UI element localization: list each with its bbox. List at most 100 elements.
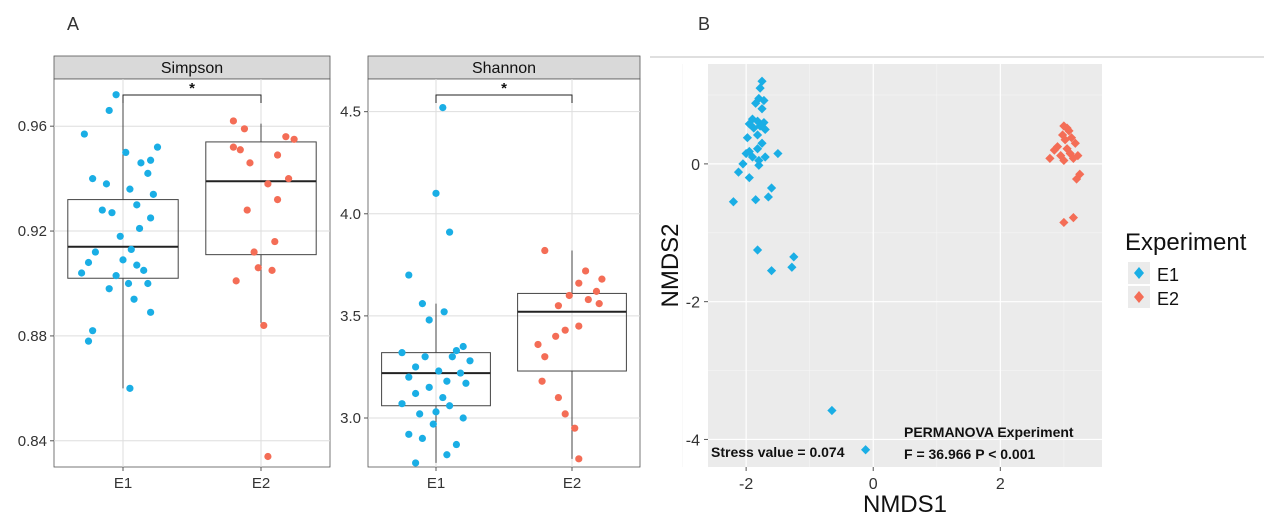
data-point-E1 <box>766 183 777 193</box>
legend: Experiment E1 E2 <box>1125 229 1247 309</box>
data-point-E2 <box>268 266 276 274</box>
data-point-E1 <box>126 185 134 193</box>
data-point-E1 <box>456 369 465 377</box>
data-point-E1 <box>102 180 111 188</box>
data-point-E1 <box>443 377 451 385</box>
data-point-E1 <box>757 138 767 148</box>
data-point-E2 <box>595 300 603 308</box>
data-point-E2 <box>1065 148 1075 159</box>
data-point-E2 <box>575 279 583 287</box>
data-point-E2 <box>1064 126 1074 136</box>
data-point-E1 <box>747 152 758 162</box>
data-point-E2 <box>273 151 282 159</box>
data-point-E1 <box>412 389 420 398</box>
data-point-E1 <box>432 189 440 197</box>
data-point-E1 <box>412 459 420 467</box>
data-point-E1 <box>827 405 837 416</box>
data-point-E1 <box>137 159 145 167</box>
data-point-E2 <box>565 291 573 300</box>
y-tick-label: 3.5 <box>340 308 361 325</box>
data-point-E2 <box>541 353 549 361</box>
data-point-E1 <box>751 98 761 108</box>
data-point-E2 <box>534 340 542 349</box>
data-point-E2 <box>232 277 240 285</box>
data-point-E1 <box>112 91 120 99</box>
data-point-E2 <box>598 275 606 283</box>
data-point-E1 <box>135 224 144 233</box>
data-point-E1 <box>752 245 763 255</box>
plot-background <box>708 64 1102 467</box>
data-point-E1 <box>466 357 474 365</box>
data-point-E1 <box>462 379 470 387</box>
data-point-E1 <box>751 195 761 205</box>
x-tick-label: 0 <box>869 476 878 493</box>
data-point-E2 <box>264 452 272 461</box>
data-point-E1 <box>405 430 413 438</box>
data-point-E1 <box>432 408 440 416</box>
y-tick-label: 3.0 <box>340 410 361 427</box>
data-point-E1 <box>112 272 120 280</box>
data-point-E1 <box>133 201 141 209</box>
data-point-E1 <box>744 173 754 183</box>
data-point-E2 <box>250 248 258 256</box>
data-point-E1 <box>153 143 162 151</box>
data-point-E1 <box>755 83 765 93</box>
plot-area <box>53 78 331 468</box>
data-point-E1 <box>144 169 152 177</box>
legend-title: Experiment <box>1125 229 1247 256</box>
data-point-E1 <box>459 342 467 351</box>
data-point-E1 <box>728 197 739 207</box>
data-point-E2 <box>260 321 268 330</box>
data-point-E1 <box>398 349 406 357</box>
legend-label-e2: E2 <box>1157 289 1179 309</box>
data-point-E1 <box>459 414 467 422</box>
data-point-E1 <box>766 266 777 276</box>
data-point-E2 <box>1060 135 1070 145</box>
data-point-E1 <box>127 245 135 254</box>
facet-title: Simpson <box>161 60 223 77</box>
data-point-E1 <box>749 123 759 133</box>
data-point-E1 <box>124 279 133 288</box>
data-point-E1 <box>133 261 141 269</box>
x-tick-label: 2 <box>996 476 1005 493</box>
data-point-E1 <box>787 262 797 272</box>
y-tick-label: 0.92 <box>18 223 47 240</box>
data-point-E1 <box>425 316 433 324</box>
data-point-E2 <box>561 326 569 334</box>
data-point-E2 <box>1059 217 1069 228</box>
data-point-E1 <box>412 363 420 371</box>
data-point-E2 <box>582 267 590 275</box>
data-point-E1 <box>861 445 871 455</box>
y-tick-label: 0 <box>691 157 700 174</box>
data-point-E2 <box>575 322 583 330</box>
simpson-boxplot: Simpson 0.84 0.88 0.92 0.96 E1 E2 * <box>18 55 331 492</box>
data-point-E2 <box>243 206 251 214</box>
shannon-boxplot: Shannon 3.0 3.5 4.0 4.5 E1 E2 * <box>340 55 641 492</box>
x-tick-label: E2 <box>252 475 270 492</box>
data-point-E1 <box>741 148 751 159</box>
data-point-E1 <box>733 167 744 177</box>
data-point-E1 <box>452 440 460 449</box>
data-point-E2 <box>592 287 601 295</box>
significance-star: * <box>189 80 195 97</box>
data-point-E1 <box>116 232 124 240</box>
data-point-E1 <box>91 248 99 256</box>
y-tick-label: 0.84 <box>18 433 47 450</box>
data-point-E1 <box>398 400 406 408</box>
data-point-E1 <box>429 420 437 428</box>
data-point-E1 <box>405 271 413 279</box>
data-point-E1 <box>147 214 155 222</box>
data-point-E1 <box>147 308 155 316</box>
x-tick-label: -2 <box>739 476 753 493</box>
significance-star: * <box>501 80 507 97</box>
data-point-E2 <box>285 175 293 183</box>
y-tick-label: 0.96 <box>18 118 47 135</box>
data-point-E2 <box>1070 138 1080 148</box>
data-point-E1 <box>418 434 426 443</box>
data-point-E1 <box>446 402 454 410</box>
data-point-E2 <box>1071 174 1082 184</box>
data-point-E1 <box>89 175 97 183</box>
data-point-E2 <box>561 410 569 418</box>
data-point-E2 <box>1068 153 1079 163</box>
